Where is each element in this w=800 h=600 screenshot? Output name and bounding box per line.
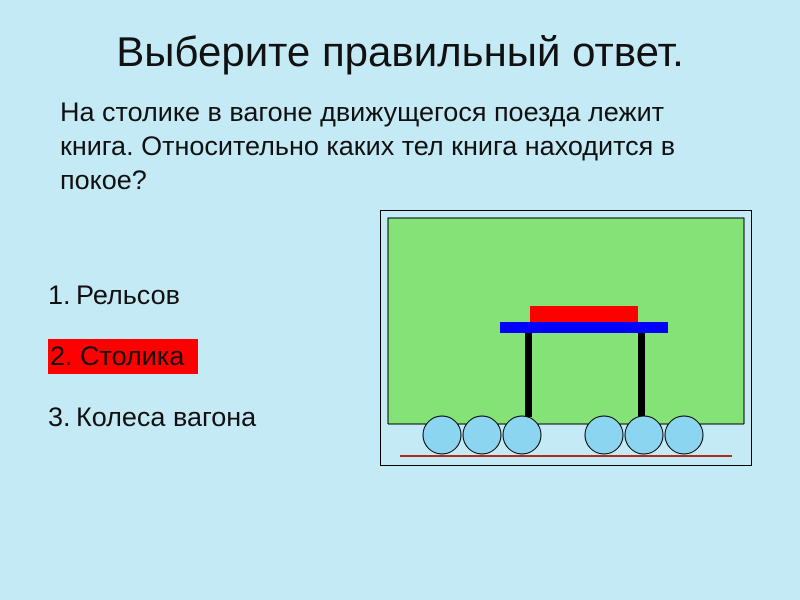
wheel-6 <box>665 416 703 454</box>
book <box>530 306 638 322</box>
wheel-1 <box>423 416 461 454</box>
wheel-3 <box>503 416 541 454</box>
question-text: На столике в вагоне движущегося поезда л… <box>60 96 740 197</box>
option-1[interactable]: 1. Рельсов <box>48 280 368 311</box>
option-2-label: Столика <box>80 341 184 371</box>
option-2[interactable]: 2. Столика <box>48 339 368 374</box>
option-3-num: 3. <box>48 402 76 433</box>
wheel-5 <box>625 416 663 454</box>
wheel-2 <box>463 416 501 454</box>
option-1-label: Рельсов <box>76 280 180 311</box>
page-title: Выберите правильный ответ. <box>0 28 800 76</box>
option-3[interactable]: 3. Колеса вагона <box>48 402 368 433</box>
table-leg-right <box>638 333 645 417</box>
option-2-highlight: 2. Столика <box>48 339 198 374</box>
option-1-num: 1. <box>48 280 76 311</box>
table-leg-left <box>525 333 532 417</box>
wheel-4 <box>585 416 623 454</box>
option-3-label: Колеса вагона <box>76 402 256 433</box>
table-top <box>500 322 668 333</box>
option-2-num: 2. <box>50 341 73 371</box>
options-list: 1. Рельсов 2. Столика 3. Колеса вагона <box>48 280 368 461</box>
wagon-diagram <box>380 210 752 466</box>
